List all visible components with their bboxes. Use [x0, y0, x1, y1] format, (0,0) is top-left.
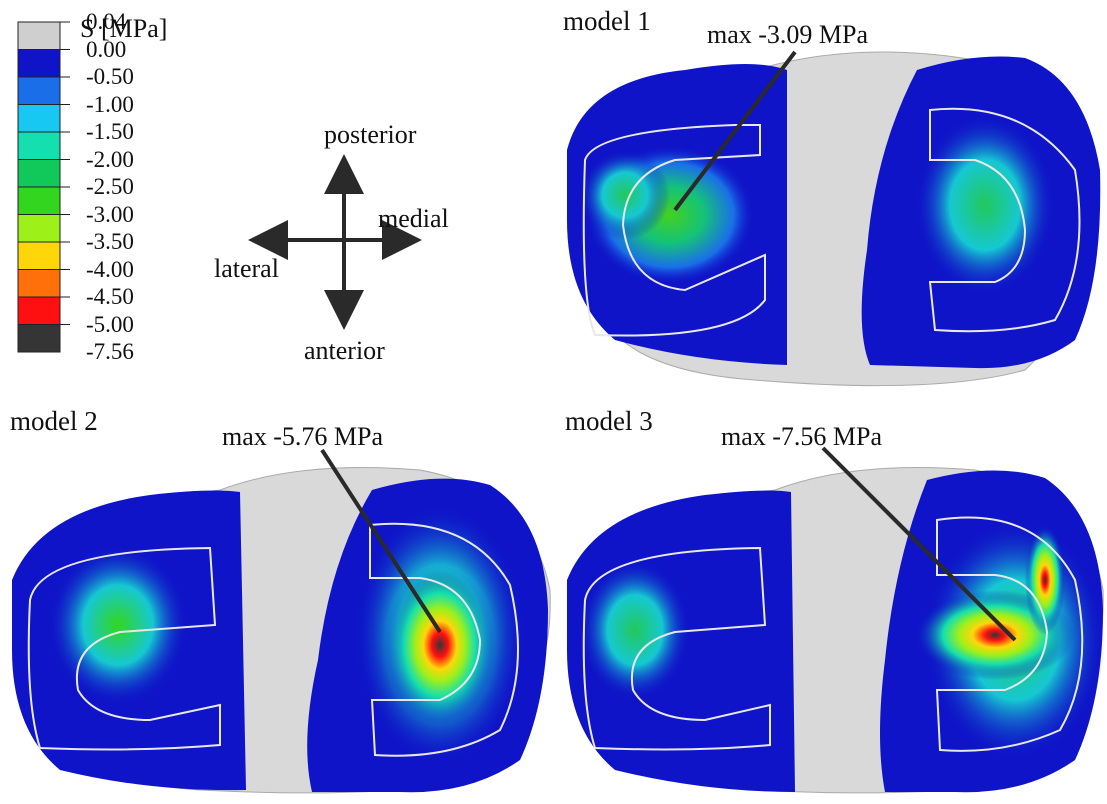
- legend-label: -2.00: [86, 146, 134, 172]
- legend-label: -1.50: [86, 119, 134, 144]
- model-1-max-label: max -3.09 MPa: [707, 20, 869, 49]
- legend-label: -3.00: [86, 201, 134, 227]
- model-1-panel: model 1 max -3.09 MPa: [555, 0, 1107, 395]
- legend-label: 0.04: [86, 9, 127, 34]
- medial-contact-outline: [935, 516, 1084, 752]
- model-3-panel: model 3 max -7.56 MPa: [555, 400, 1107, 799]
- legend-label: -4.50: [86, 284, 134, 309]
- max-pointer-arrow: [673, 50, 797, 212]
- legend-swatch: [17, 214, 61, 243]
- legend-colorbar: [17, 21, 70, 353]
- legend-label: -1.00: [86, 91, 134, 117]
- legend-swatch: [17, 241, 61, 270]
- model-3-title: model 3: [565, 406, 653, 436]
- legend-label: -4.00: [86, 256, 134, 282]
- model-3-contour-plot: [567, 446, 1105, 794]
- label-medial: medial: [378, 204, 449, 233]
- legend-swatch: [17, 104, 61, 133]
- legend-swatch: [17, 324, 61, 353]
- legend-swatch: [17, 269, 61, 298]
- model-2-panel: model 2 max -5.76 MPa: [0, 400, 555, 799]
- legend-swatch: [17, 296, 61, 325]
- model-1-contour-plot: [567, 50, 1101, 387]
- legend-label: -0.50: [86, 64, 134, 89]
- legend-label: -3.50: [86, 229, 134, 254]
- orientation-compass: posterior medial lateral anterior: [200, 110, 500, 370]
- legend-label: -2.50: [86, 174, 134, 199]
- medial-contact-outline: [928, 107, 1081, 333]
- legend-swatch: [17, 159, 61, 188]
- legend-title: S [MPa]: [80, 14, 168, 43]
- model-1-title: model 1: [563, 6, 651, 36]
- label-anterior: anterior: [304, 336, 385, 365]
- legend-label: -5.00: [86, 311, 134, 337]
- legend-swatch: [17, 186, 61, 215]
- compass-arrows: [248, 154, 422, 330]
- lateral-contact-outline: [582, 546, 771, 751]
- max-pointer-arrow: [821, 446, 1017, 642]
- model-2-max-label: max -5.76 MPa: [222, 422, 384, 451]
- lateral-contact-outline: [27, 546, 221, 751]
- legend-label-last: -7.56: [86, 339, 134, 364]
- model-3-max-label: max -7.56 MPa: [721, 422, 883, 451]
- label-posterior: posterior: [324, 120, 417, 149]
- legend-swatch: [17, 49, 61, 78]
- legend-label: 0.00: [86, 36, 127, 62]
- legend-swatch: [17, 21, 61, 50]
- label-lateral: lateral: [214, 254, 279, 283]
- legend-swatch: [17, 131, 61, 160]
- model-2-contour-plot: [12, 448, 551, 794]
- stress-legend: S [MPa] 0.04 0.00 -0.50 -1.00 -1.50 -2.00 -2.5…: [0, 0, 300, 370]
- max-pointer-arrow: [320, 448, 442, 634]
- medial-contact-outline: [369, 522, 519, 757]
- model-2-title: model 2: [10, 406, 98, 436]
- legend-swatch: [17, 76, 61, 105]
- lateral-contact-outline: [582, 124, 766, 337]
